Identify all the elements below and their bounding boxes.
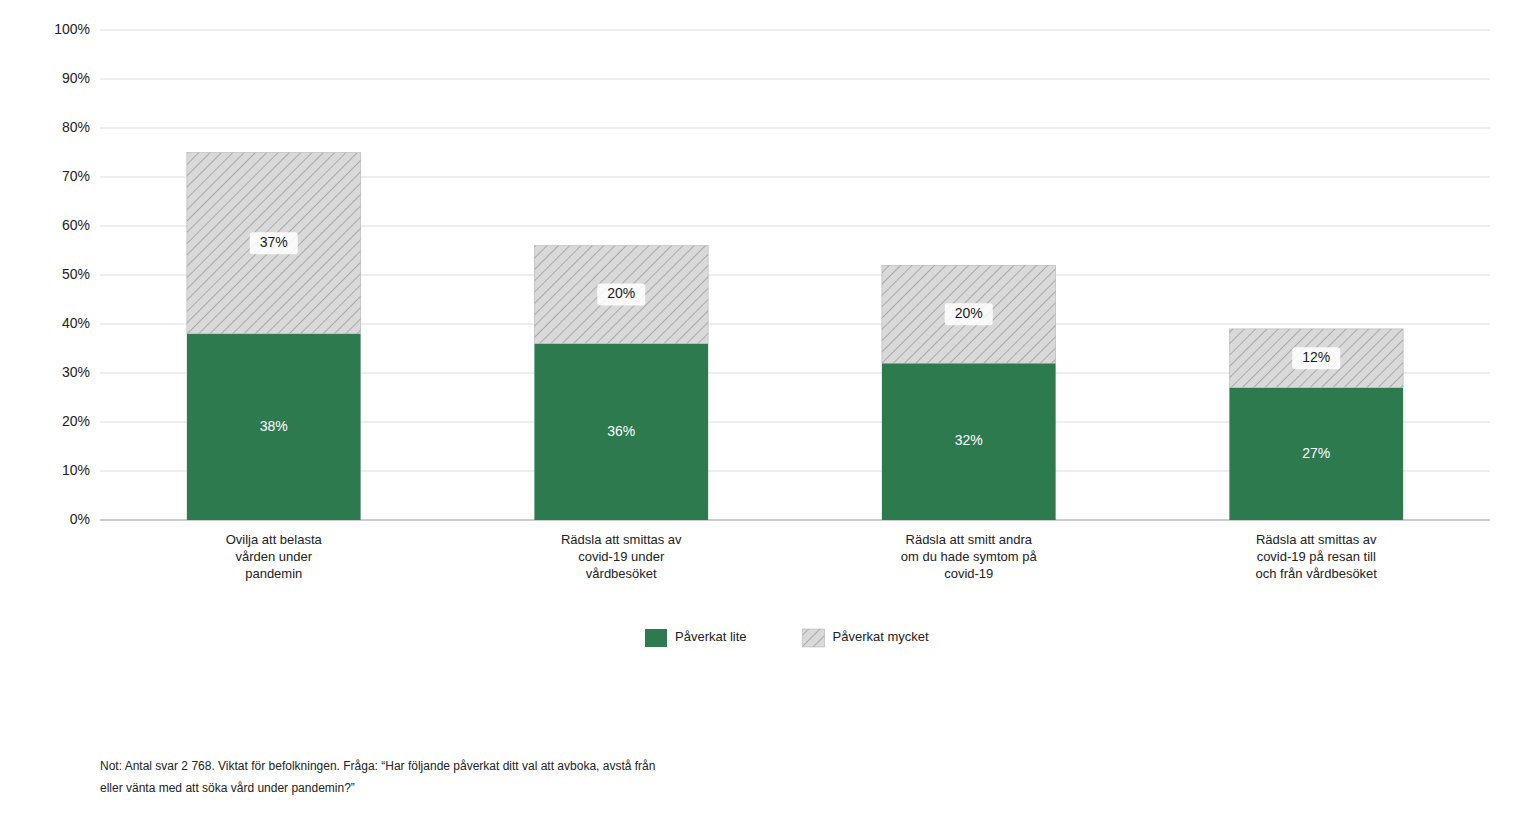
note: eller vänta med att söka vård under pand…	[100, 781, 355, 795]
x-tick-label: Rädsla att smitt andra om du hade symtom …	[901, 532, 1038, 581]
x-tick-label-line: covid-19 under	[578, 549, 665, 564]
x-tick-label-line: Ovilja att belasta	[226, 532, 323, 547]
data-labels: 38% 36% 32% 27% 37% 20% 20% 12%	[250, 232, 1341, 460]
data-label: 38%	[260, 418, 288, 434]
data-label: 37%	[260, 234, 288, 250]
bar-segment	[534, 344, 708, 520]
legend-swatch	[803, 629, 825, 647]
legend: Påverkat lite Påverkat mycket	[645, 629, 929, 647]
legend-swatch	[645, 629, 667, 647]
bar-segment	[187, 153, 361, 334]
chart: 0%10%20%30%40%50%60%70%80%90%100%38%36%3…	[0, 0, 1536, 832]
data-label: 36%	[607, 423, 635, 439]
x-tick-label-line: pandemin	[245, 566, 302, 581]
data-label: 32%	[955, 432, 983, 448]
y-tick-label: 40%	[62, 315, 90, 331]
y-tick-label: 10%	[62, 462, 90, 478]
grid	[100, 30, 1490, 520]
data-label-bg	[597, 284, 645, 306]
x-tick-label: Rädsla att smittas av covid-19 på resan t…	[1256, 532, 1378, 581]
y-tick-label: 0%	[70, 511, 90, 527]
note: Not: Antal svar 2 768. Viktat för befolk…	[100, 759, 655, 773]
x-tick-label: Rädsla att smittas av covid-19 under vårdb…	[561, 532, 682, 581]
x-tick-label-line: vården under	[235, 549, 312, 564]
bar-segment	[534, 246, 708, 344]
data-label-bg	[945, 303, 993, 325]
data-label: 20%	[607, 285, 635, 301]
bar-segment	[1229, 329, 1403, 388]
x-tick-label-line: Rädsla att smittas av	[1256, 532, 1377, 547]
legend-label: Påverkat mycket	[833, 629, 929, 644]
y-tick-label: 70%	[62, 168, 90, 184]
bar-segment	[882, 265, 1056, 363]
y-tick-label: 30%	[62, 364, 90, 380]
x-tick-label-line: Rädsla att smitt andra	[906, 532, 1033, 547]
bar-segment	[1229, 388, 1403, 520]
bars	[187, 153, 1403, 521]
grid-line	[100, 30, 1490, 31]
data-label-bg	[1292, 347, 1340, 369]
y-tick-label: 60%	[62, 217, 90, 233]
y-tick-label: 90%	[62, 70, 90, 86]
data-label: 20%	[955, 305, 983, 321]
x-tick-label-line: covid-19 på resan till	[1257, 549, 1376, 564]
x-tick-label-line: covid-19	[944, 566, 993, 581]
data-label-bg	[250, 232, 298, 254]
grid-line	[100, 128, 1490, 129]
y-tick-label: 80%	[62, 119, 90, 135]
y-tick-label: 100%	[54, 21, 90, 37]
x-tick-label-line: om du hade symtom på	[901, 549, 1038, 564]
grid-line	[100, 79, 1490, 80]
y-tick-label: 20%	[62, 413, 90, 429]
bar-segment	[187, 334, 361, 520]
bar-segment	[882, 363, 1056, 520]
x-tick-label-line: Rädsla att smittas av	[561, 532, 682, 547]
data-label: 12%	[1302, 349, 1330, 365]
x-tick-label-line: vårdbesöket	[586, 566, 657, 581]
x-tick-label-line: och från vårdbesöket	[1256, 566, 1378, 581]
x-tick-label: Ovilja att belasta vården under pandemin	[226, 532, 323, 581]
data-label: 27%	[1302, 445, 1330, 461]
legend-label: Påverkat lite	[675, 629, 747, 644]
y-tick-label: 50%	[62, 266, 90, 282]
